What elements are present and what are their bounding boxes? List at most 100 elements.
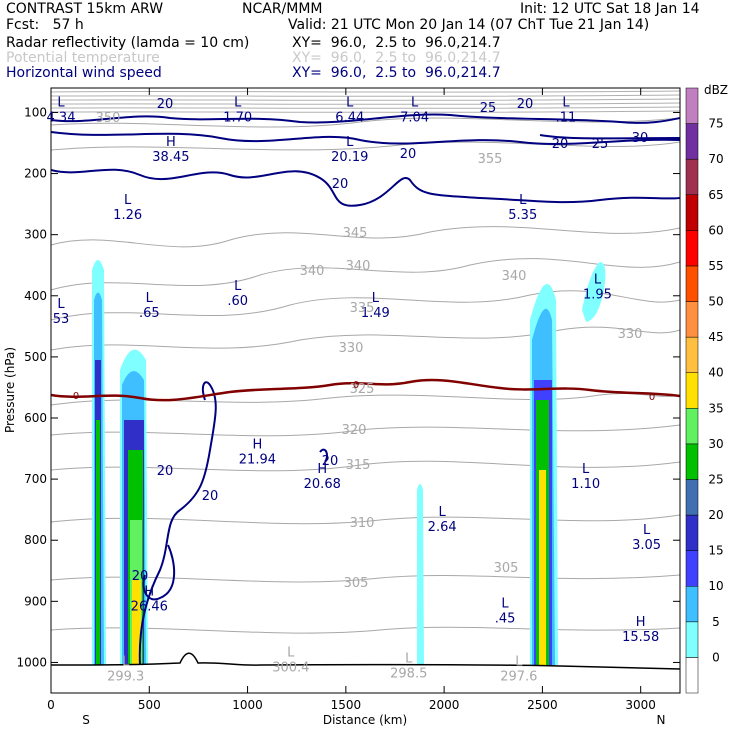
- y-tick-label: 500: [24, 350, 47, 364]
- plume-250km-green: [96, 420, 100, 665]
- forecast-hour: Fcst: 57 h: [6, 17, 84, 33]
- colorbar-level-label: 25: [708, 472, 723, 486]
- colorbar-swatch: [685, 657, 699, 694]
- colorbar-level-label: 75: [708, 117, 723, 131]
- extremum-value: 6.44: [335, 110, 364, 125]
- extremum-type: L: [372, 291, 380, 306]
- extremum-value: 7.04: [400, 110, 429, 125]
- wind-speed-label: 20: [552, 137, 569, 152]
- x-tick-label: 1500: [331, 698, 362, 712]
- theta-label: 350: [96, 111, 121, 126]
- extrema-labels: L4.34L1.70L6.44L7.04L.11H38.45L20.19L1.2…: [47, 95, 662, 684]
- zero-line-label: 0: [73, 391, 79, 402]
- extremum-type: L: [124, 193, 132, 208]
- theta-340: [51, 258, 680, 291]
- colorbar-level-label: 70: [708, 152, 723, 166]
- field-1-name: Radar reflectivity (lamda = 10 cm): [6, 35, 250, 51]
- theta-330: [51, 326, 680, 351]
- colorbar-swatch: [685, 443, 699, 480]
- extremum-type: L: [439, 505, 447, 520]
- extremum-value: 298.5: [390, 667, 427, 682]
- colorbar-swatch: [685, 194, 699, 231]
- extremum-type: L: [146, 291, 154, 306]
- extremum-value: 38.45: [152, 150, 189, 165]
- theta-305a: [51, 574, 680, 583]
- y-tick-label: 100: [24, 105, 47, 119]
- x-end-label-south: S: [82, 713, 90, 727]
- extremum-value: 53: [53, 312, 70, 327]
- plot-area: [51, 90, 680, 670]
- wind-30-upper: [539, 134, 680, 140]
- theta-label: 355: [478, 152, 503, 167]
- colorbar-level-label: 5: [712, 615, 720, 629]
- wind-20-upper: [51, 113, 680, 124]
- wind-speed-label: 20: [202, 489, 219, 504]
- zero-degree-line: [51, 378, 680, 402]
- wind-20-cell-a: [142, 544, 176, 601]
- extremum-type: H: [253, 438, 263, 453]
- extremum-type: L: [122, 655, 130, 670]
- x-end-label-north: N: [657, 713, 666, 727]
- y-tick-label: 700: [24, 472, 47, 486]
- theta-350: [51, 117, 680, 128]
- theta-label: 305: [344, 576, 369, 591]
- theta-315: [51, 460, 680, 472]
- extremum-type: L: [519, 193, 527, 208]
- y-tick-label: 300: [24, 228, 47, 242]
- colorbar-swatch: [685, 408, 699, 445]
- colorbar-level-label: 30: [708, 437, 723, 451]
- colorbar-swatch: [685, 87, 699, 124]
- extremum-type: L: [594, 273, 602, 288]
- extremum-value: .65: [139, 306, 160, 321]
- colorbar-level-label: 10: [708, 579, 723, 593]
- y-tick-label: 600: [24, 411, 47, 425]
- theta-label: 305: [494, 561, 519, 576]
- extremum-value: 20.19: [331, 150, 368, 165]
- theta-label: 325: [350, 382, 375, 397]
- colorbar-swatch: [685, 514, 699, 551]
- theta-label: 345: [343, 226, 368, 241]
- colorbar-level-label: 50: [708, 295, 723, 309]
- theta-label: 330: [339, 341, 364, 356]
- reflectivity-fill: [92, 260, 606, 665]
- extremum-value: 1.49: [361, 306, 390, 321]
- extremum-type: L: [287, 645, 295, 660]
- extremum-value: 297.6: [500, 670, 537, 685]
- x-tick-label: 500: [138, 698, 161, 712]
- y-axis-title: Pressure (hPa): [3, 347, 17, 433]
- plume-2500km-yellow: [539, 470, 546, 665]
- extremum-value: 1.70: [223, 110, 252, 125]
- x-tick-label: 2000: [429, 698, 460, 712]
- extremum-value: 1.95: [583, 288, 612, 303]
- theta-label: 340: [300, 264, 325, 279]
- theta-label: 330: [618, 327, 643, 342]
- theta-label: 310: [350, 516, 375, 531]
- colorbar-level-label: 40: [708, 366, 723, 380]
- y-tick-label: 1000: [16, 655, 47, 669]
- colorbar-level-label: 55: [708, 259, 723, 273]
- x-axis-title: Distance (km): [323, 713, 407, 727]
- wind-speed-label: 20: [132, 569, 149, 584]
- colorbar-swatch: [685, 372, 699, 409]
- extremum-value: 3.05: [632, 538, 661, 553]
- extremum-type: H: [144, 584, 154, 599]
- wind-speed-label: 30: [632, 131, 649, 146]
- wind-speed-label: 20: [157, 464, 174, 479]
- extremum-type: L: [346, 135, 354, 150]
- plot-frame: [50, 87, 681, 694]
- wind-speed-label: 20: [400, 147, 417, 162]
- extremum-type: L: [346, 95, 354, 110]
- extremum-type: L: [57, 95, 65, 110]
- contour-labels: 20 20 20 25 20 30 25 20 20 20 20 20 350 355 345 340 340 3…: [73, 97, 655, 591]
- extremum-value: .45: [495, 612, 516, 627]
- theta-label: 315: [346, 458, 371, 473]
- wind-jet-band: [51, 90, 680, 113]
- x-tick-label: 1000: [232, 698, 263, 712]
- colorbar-swatch: [685, 265, 699, 302]
- y-tick-label: 800: [24, 533, 47, 547]
- colorbar-swatch: [685, 230, 699, 267]
- theta-310: [51, 514, 680, 525]
- theta-contours: [51, 117, 680, 634]
- extremum-type: L: [234, 95, 242, 110]
